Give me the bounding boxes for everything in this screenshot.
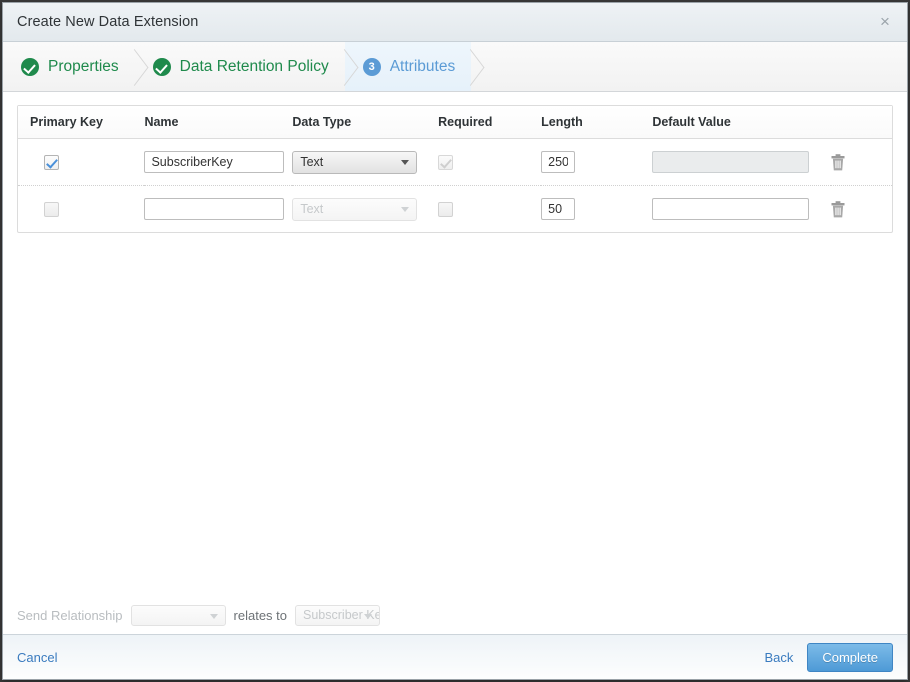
step-data-retention-policy[interactable]: Data Retention Policy xyxy=(135,42,345,91)
step-properties[interactable]: Properties xyxy=(3,42,135,91)
primary-key-checkbox[interactable] xyxy=(44,202,59,218)
chevron-down-icon xyxy=(364,613,373,619)
relates-to-value: Subscriber Key xyxy=(303,608,381,622)
cell-actions xyxy=(831,186,892,233)
trash-icon[interactable] xyxy=(831,200,845,218)
cell-name xyxy=(144,138,293,186)
cell-length xyxy=(541,138,653,186)
default-value-input xyxy=(652,151,810,173)
table-row: Text xyxy=(18,138,892,186)
trash-icon[interactable] xyxy=(831,153,845,171)
header-default-value: Default Value xyxy=(652,106,831,139)
chevron-down-icon xyxy=(209,613,218,619)
send-relationship-label: Send Relationship xyxy=(17,608,123,623)
step-data-retention-policy-label: Data Retention Policy xyxy=(179,57,329,75)
step-number-icon: 3 xyxy=(362,57,381,76)
relates-to-label: relates to xyxy=(233,608,288,623)
step-properties-label: Properties xyxy=(48,57,119,75)
data-type-value: Text xyxy=(300,154,324,169)
length-input[interactable] xyxy=(541,151,576,173)
cell-data-type: Text xyxy=(292,186,438,233)
back-link[interactable]: Back xyxy=(764,649,794,665)
step-attributes[interactable]: 3 Attributes xyxy=(344,42,472,91)
data-type-value: Text xyxy=(300,201,324,216)
cell-required xyxy=(438,186,541,233)
header-required: Required xyxy=(438,106,542,139)
attributes-table: Primary Key Name Data Type Required Leng… xyxy=(18,106,892,232)
header-name: Name xyxy=(144,106,293,139)
default-value-input[interactable] xyxy=(652,198,810,220)
chevron-down-icon xyxy=(401,207,410,212)
wizard-steps: Properties Data Retention Policy 3 Attri… xyxy=(3,42,907,92)
dialog-footer: Cancel Back Complete xyxy=(3,634,907,679)
data-type-select[interactable]: Text xyxy=(292,150,418,174)
cell-default-value xyxy=(652,138,831,186)
dialog-titlebar: Create New Data Extension × xyxy=(3,3,907,42)
complete-button[interactable]: Complete xyxy=(807,642,893,672)
cell-name xyxy=(144,186,292,233)
attributes-table-head: Primary Key Name Data Type Required Leng… xyxy=(18,106,892,139)
required-checkbox xyxy=(438,202,454,218)
primary-key-checkbox[interactable] xyxy=(44,155,59,171)
cell-actions xyxy=(830,138,892,186)
cell-default-value xyxy=(652,186,830,233)
attributes-table-container: Primary Key Name Data Type Required Leng… xyxy=(17,105,893,233)
dialog-body: Primary Key Name Data Type Required Leng… xyxy=(3,92,907,634)
chevron-down-icon xyxy=(401,160,410,165)
cell-primary-key xyxy=(18,138,145,186)
header-primary-key: Primary Key xyxy=(18,106,145,139)
data-type-select: Text xyxy=(292,197,418,221)
close-icon[interactable]: × xyxy=(880,12,890,31)
attributes-table-body: Text xyxy=(18,138,892,233)
step-attributes-label: Attributes xyxy=(389,57,456,75)
cancel-link[interactable]: Cancel xyxy=(17,649,58,665)
header-actions xyxy=(830,106,892,139)
length-input[interactable] xyxy=(541,198,576,220)
cell-required xyxy=(438,138,542,186)
table-header-row: Primary Key Name Data Type Required Leng… xyxy=(18,106,892,139)
dialog-title: Create New Data Extension xyxy=(17,14,199,30)
check-circle-icon xyxy=(21,57,39,76)
cell-primary-key xyxy=(18,186,144,233)
send-relationship-select xyxy=(130,605,226,626)
header-length: Length xyxy=(541,106,653,139)
footer-actions: Back Complete xyxy=(764,642,893,672)
header-data-type: Data Type xyxy=(292,106,439,139)
required-checkbox xyxy=(438,155,454,171)
send-relationship-row: Send Relationship relates to Subscriber … xyxy=(17,605,381,626)
relates-to-select: Subscriber Key xyxy=(295,605,381,626)
check-circle-icon xyxy=(152,57,171,76)
name-input[interactable] xyxy=(144,198,285,220)
name-input[interactable] xyxy=(144,151,285,173)
cell-data-type: Text xyxy=(292,138,439,186)
cell-length xyxy=(541,186,652,233)
table-row: Text xyxy=(18,186,892,233)
